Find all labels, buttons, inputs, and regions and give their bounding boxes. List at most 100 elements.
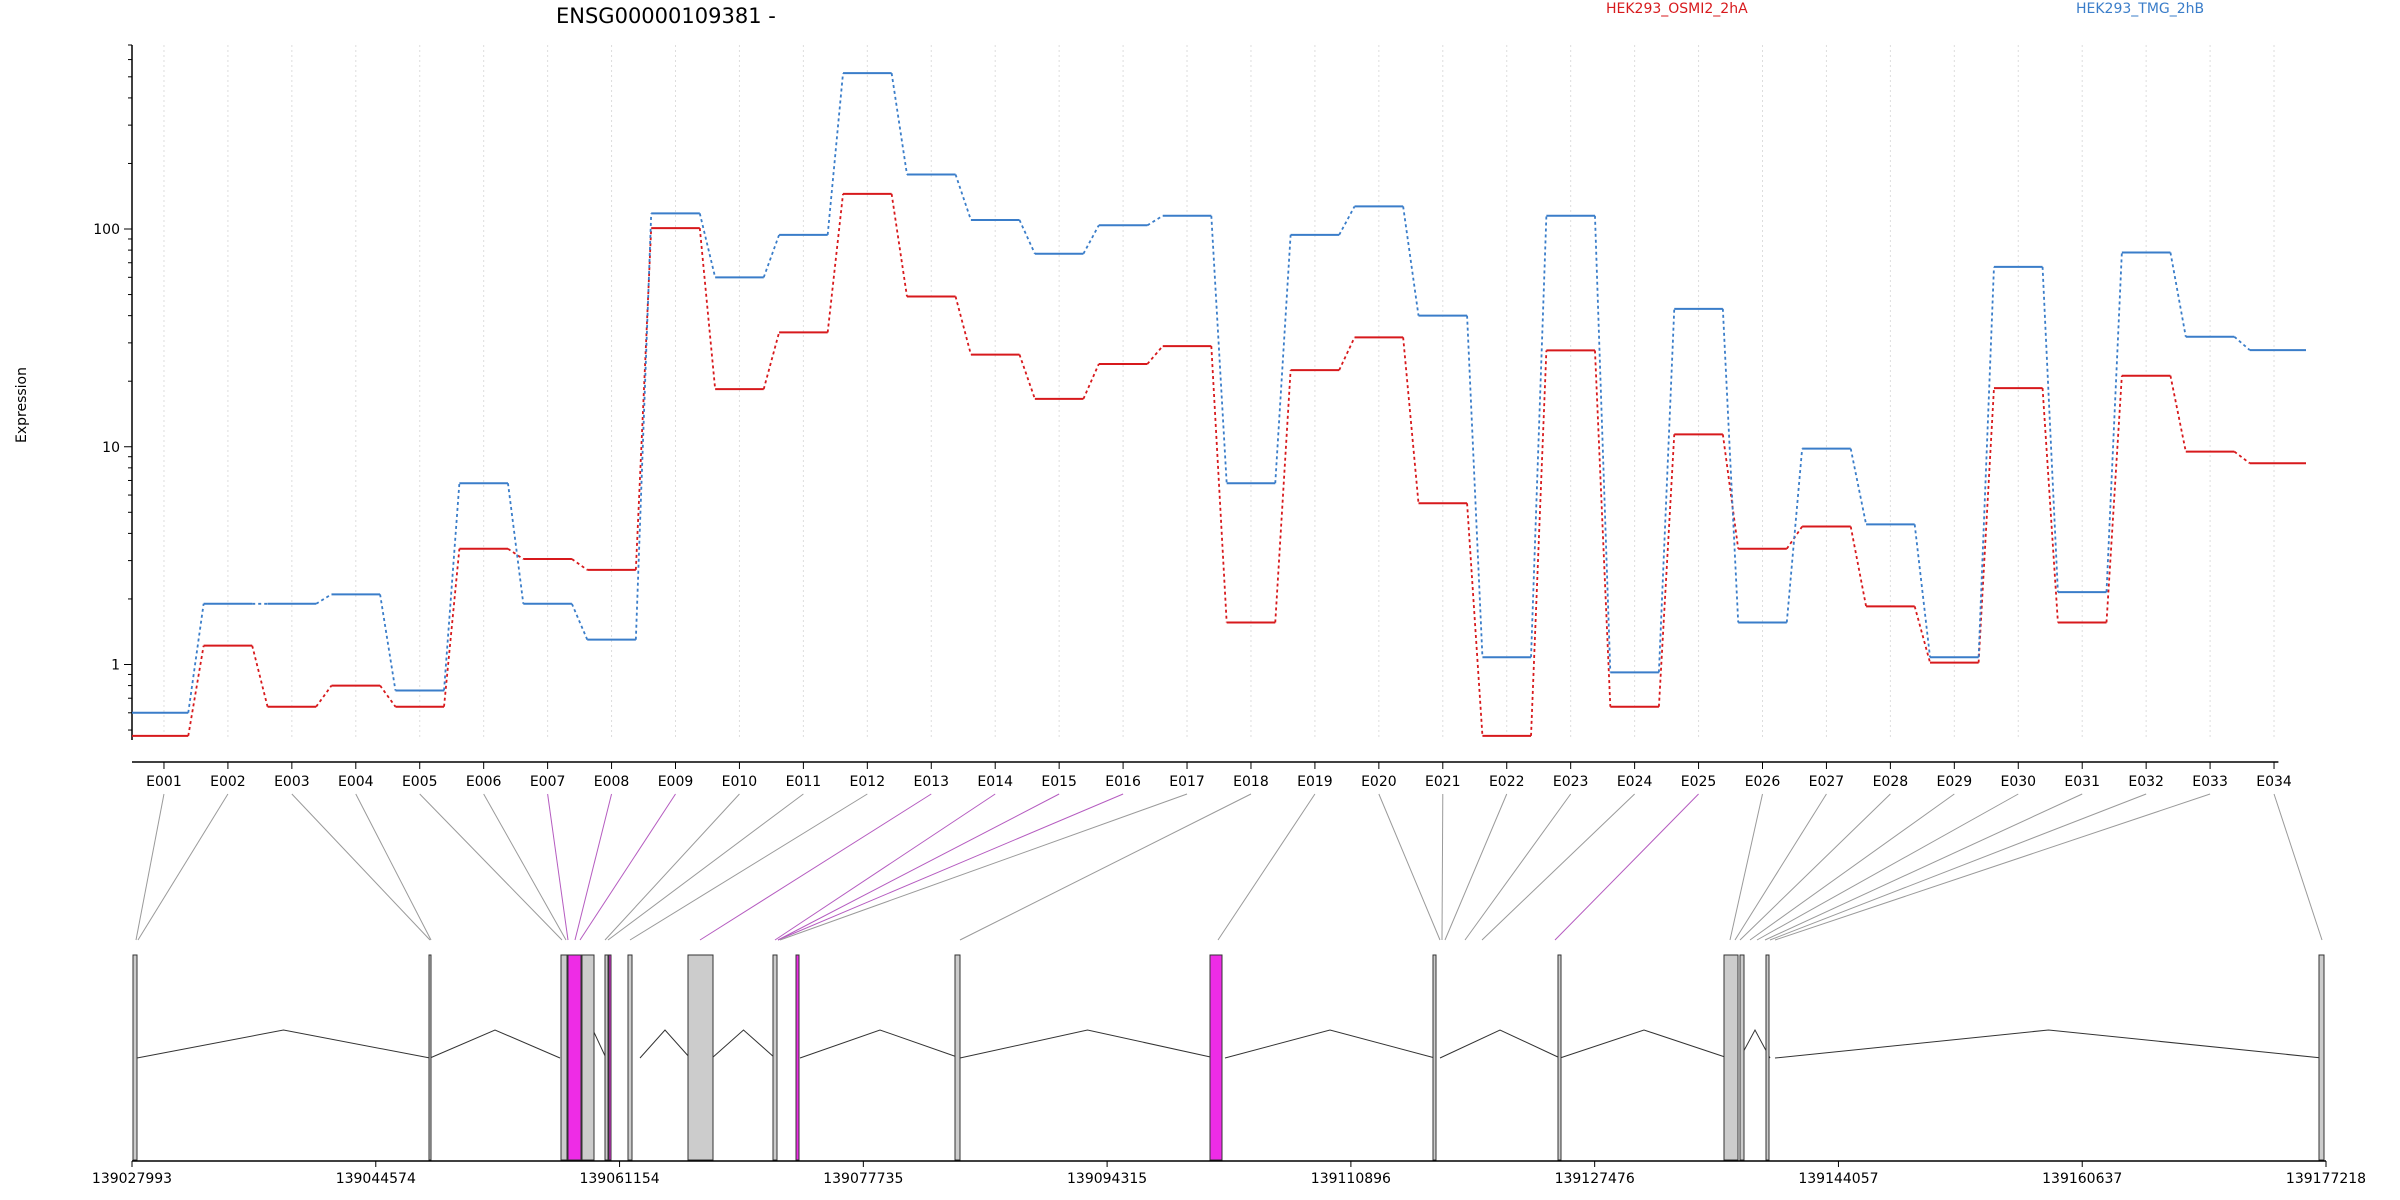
data-connector [1146, 345, 1164, 365]
x-tick-label-e022: E022 [1489, 774, 1525, 790]
intron-line [1774, 1029, 2323, 1059]
x-tick-label-e004: E004 [338, 774, 374, 790]
intron-line [429, 1029, 561, 1059]
data-connector [315, 593, 332, 605]
exon-block-highlighted [608, 954, 612, 1161]
exon-connector-e029 [1749, 793, 1955, 941]
data-connector [1658, 434, 1676, 707]
x-tick-label-e025: E025 [1681, 774, 1717, 790]
coord-tick-label: 139061154 [579, 1171, 659, 1187]
data-connector [1146, 215, 1164, 227]
data-connector [890, 193, 908, 297]
data-connector [1274, 234, 1292, 484]
x-tick-label-e033: E033 [2192, 774, 2228, 790]
exon-connector-e006 [483, 793, 567, 941]
exon-connector-e019 [1217, 793, 1316, 941]
intron-line [1559, 1029, 1729, 1059]
data-connector [634, 213, 653, 640]
exon-block-highlighted [795, 954, 800, 1161]
data-connector [1594, 350, 1612, 707]
exon-block [132, 954, 138, 1161]
y-axis-label: Expression [14, 367, 30, 443]
data-connector [954, 174, 972, 221]
x-tick-label-e008: E008 [594, 774, 630, 790]
intron-line [711, 1029, 776, 1059]
exon-connector-e009 [579, 793, 676, 941]
x-tick-label-e019: E019 [1297, 774, 1333, 790]
data-connector [1210, 346, 1228, 623]
exon-block [560, 954, 568, 1161]
legend-entry-tmg: HEK293_TMG_2hB [2076, 1, 2204, 17]
series-tmg [132, 72, 2306, 714]
coord-tick-label: 139094315 [1067, 1171, 1147, 1187]
exon-block-highlighted [567, 954, 582, 1161]
exon-connector-e007 [547, 793, 569, 941]
x-tick-label-e015: E015 [1041, 774, 1077, 790]
data-connector [762, 234, 780, 278]
intron-line [799, 1029, 961, 1059]
data-connector [379, 594, 397, 691]
data-connector [1018, 219, 1036, 255]
data-connector [954, 296, 972, 355]
exon-connector-e027 [1734, 793, 1827, 941]
exon-connector-e032 [1769, 793, 2147, 941]
data-connector [698, 227, 717, 390]
x-tick-label-e011: E011 [786, 774, 822, 790]
data-connector [1849, 526, 1867, 607]
exon-connector-e034 [2273, 793, 2323, 941]
data-connector [315, 685, 333, 708]
data-connector [2233, 450, 2251, 464]
exon-connector-e016 [777, 793, 1124, 941]
exon-block [1765, 954, 1770, 1161]
exon-block [1723, 954, 1739, 1161]
x-tick-label-e029: E029 [1937, 774, 1973, 790]
coord-tick-label: 139077735 [823, 1171, 903, 1187]
exon-connector-e005 [419, 793, 563, 941]
coord-tick-label: 139044574 [336, 1171, 416, 1187]
exon-connector-e014 [774, 793, 996, 941]
exon-connector-e020 [1378, 793, 1441, 941]
data-connector [1210, 215, 1228, 484]
legend-entry-osmi2: HEK293_OSMI2_2hA [1606, 1, 1748, 17]
exon-connector-e018 [959, 793, 1252, 941]
exon-connector-e031 [1764, 793, 2083, 941]
vertical-gridlines [163, 45, 2275, 740]
x-tick-label-e012: E012 [850, 774, 886, 790]
data-connector [1658, 308, 1676, 673]
gene-structure [132, 954, 2325, 1161]
data-connector [1721, 308, 1740, 623]
data-connector [2105, 252, 2123, 593]
exon-connector-e030 [1756, 793, 2019, 941]
data-connector [571, 558, 588, 571]
data-connector [251, 645, 269, 707]
genomic-coordinate-axis: 139027993 139044574 139061154 139077735 1390… [92, 1160, 2366, 1187]
x-tick-label-e028: E028 [1873, 774, 1909, 790]
data-connector [1082, 224, 1100, 255]
x-tick-label-e017: E017 [1169, 774, 1205, 790]
exon-block [954, 954, 961, 1161]
data-connector [890, 72, 908, 175]
y-tick-label: 10 [102, 440, 120, 456]
exon-connector-e013 [699, 793, 932, 941]
exon-block [1739, 954, 1745, 1161]
intron-line [959, 1029, 1216, 1059]
data-connector [1785, 448, 1804, 623]
exon-block [687, 954, 714, 1161]
data-connector [507, 483, 525, 604]
data-connector [2105, 375, 2123, 623]
data-connector [187, 603, 205, 713]
exon-connector-e033 [1774, 793, 2211, 941]
coord-tick-label: 139027993 [92, 1171, 172, 1187]
data-connector [1338, 205, 1356, 236]
data-connector [826, 193, 844, 333]
data-connector [1018, 354, 1036, 400]
x-tick-label-e034: E034 [2256, 774, 2292, 790]
exon-connector-e015 [777, 793, 1060, 941]
data-connector [1913, 524, 1931, 658]
x-tick-label-e032: E032 [2128, 774, 2164, 790]
x-tick-label-e001: E001 [146, 774, 182, 790]
series-osmi2 [132, 192, 2306, 737]
exon-connector-e010 [604, 793, 740, 941]
x-tick-label-e026: E026 [1745, 774, 1781, 790]
exon-block [627, 954, 633, 1161]
